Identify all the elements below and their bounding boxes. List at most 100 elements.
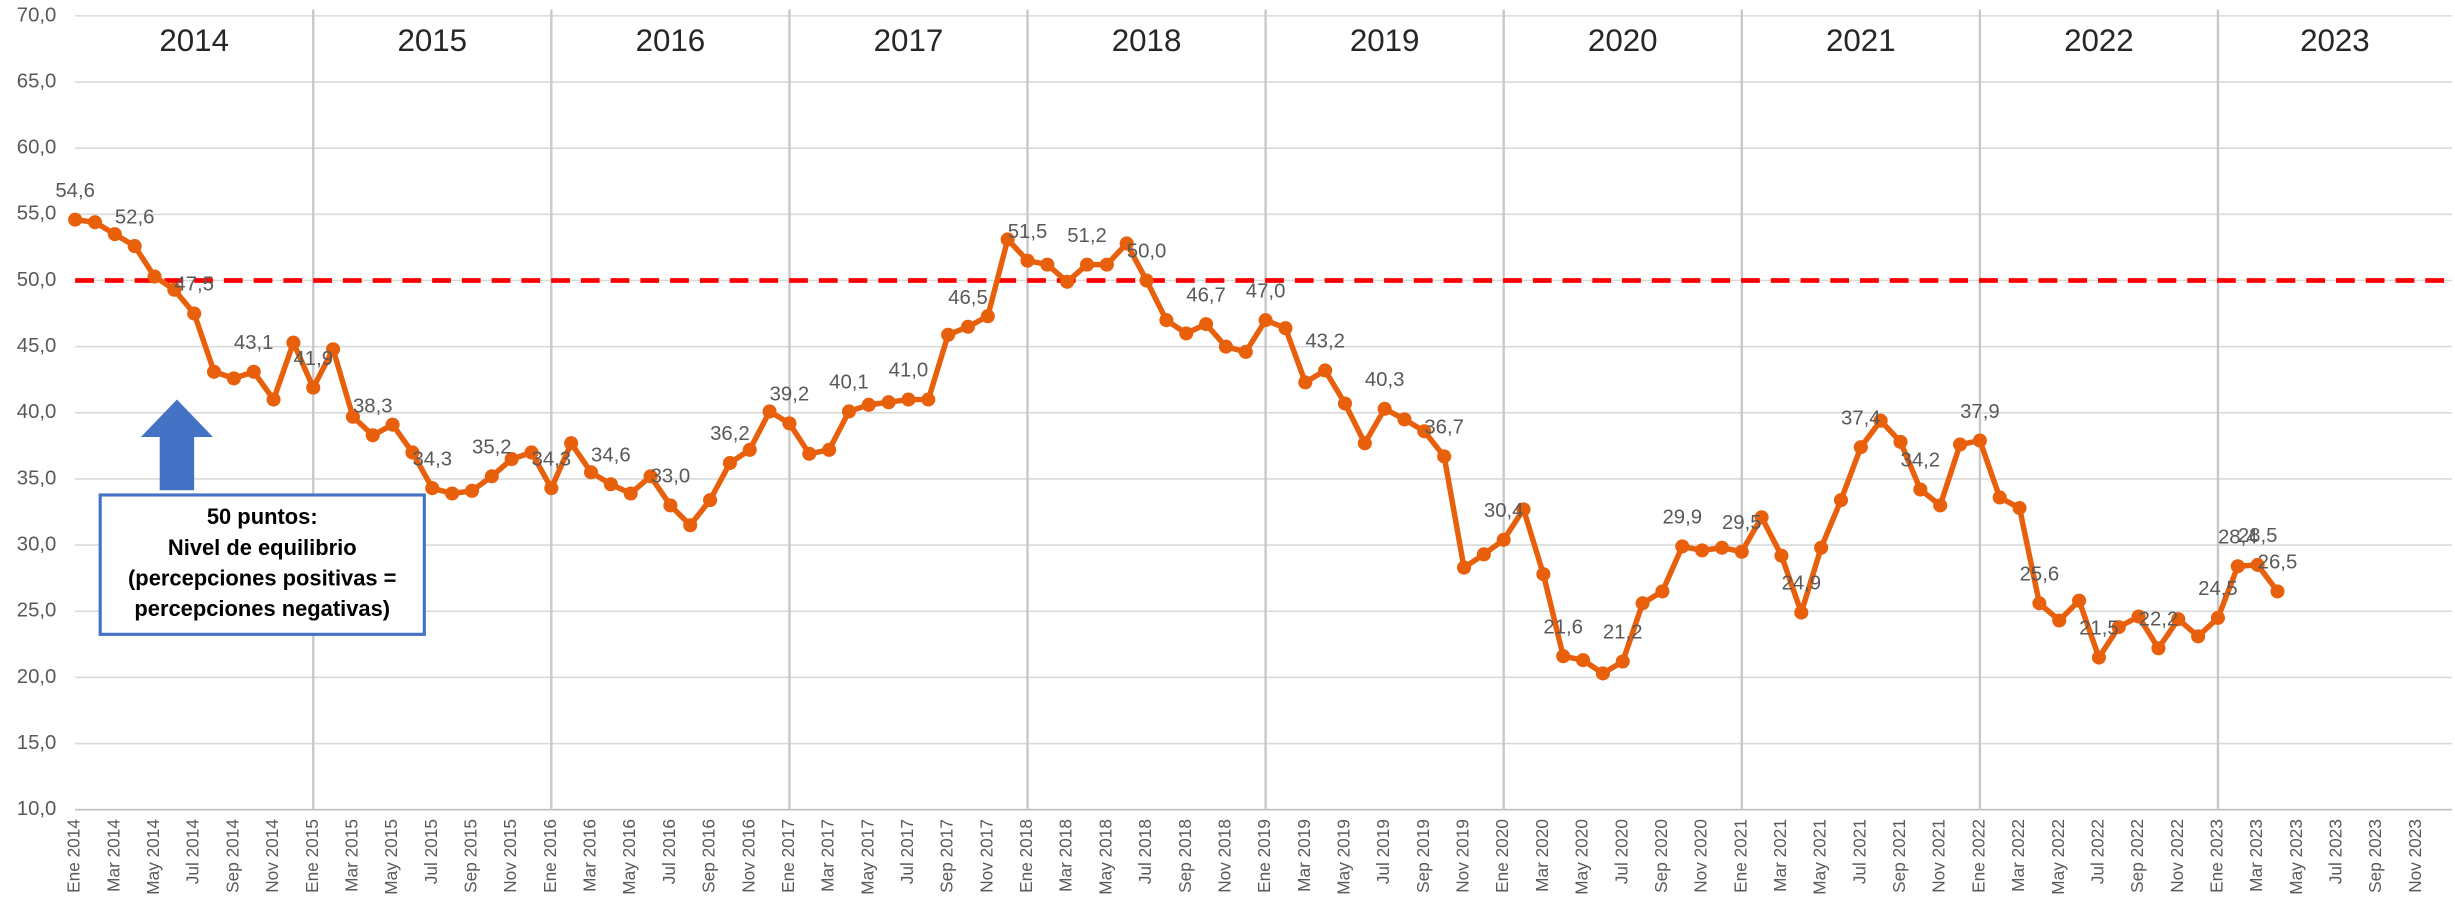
x-tick-label: Ene 2015 xyxy=(302,819,322,893)
point xyxy=(1397,412,1412,427)
point xyxy=(802,446,817,461)
point xyxy=(1595,666,1610,681)
x-tick-label: Jul 2016 xyxy=(659,819,679,884)
x-tick-label: Ene 2014 xyxy=(64,819,84,893)
point xyxy=(1218,339,1233,354)
point xyxy=(107,227,122,242)
y-tick-label: 30,0 xyxy=(17,533,57,555)
point xyxy=(1238,344,1253,359)
y-tick-label: 45,0 xyxy=(17,335,57,357)
point xyxy=(643,469,658,484)
point xyxy=(941,327,956,342)
x-tick-label: Sep 2019 xyxy=(1413,819,1433,893)
point xyxy=(87,215,103,230)
x-tick-label: Ene 2022 xyxy=(1968,819,1988,893)
year-label: 2021 xyxy=(1826,23,1896,58)
point xyxy=(68,212,83,227)
point xyxy=(1099,257,1114,272)
y-tick-label: 65,0 xyxy=(17,70,57,92)
data-label: 54,6 xyxy=(55,180,95,202)
x-tick-label: Ene 2017 xyxy=(778,819,798,893)
point xyxy=(484,469,499,484)
point xyxy=(1318,363,1333,378)
point xyxy=(365,428,380,443)
point xyxy=(1635,596,1650,611)
point xyxy=(2151,641,2166,656)
data-label: 39,2 xyxy=(770,384,810,406)
point xyxy=(2052,613,2067,628)
point xyxy=(703,493,718,508)
point xyxy=(2270,584,2285,599)
point xyxy=(1119,236,1134,251)
data-label: 25,6 xyxy=(2020,563,2060,585)
data-label: 47,0 xyxy=(1246,280,1286,302)
x-tick-label: Jul 2022 xyxy=(2087,819,2107,884)
x-tick-label: Ene 2016 xyxy=(540,819,560,893)
x-tick-label: May 2018 xyxy=(1095,819,1115,895)
point xyxy=(1853,440,1868,455)
x-tick-label: Mar 2019 xyxy=(1294,819,1314,892)
data-label: 51,5 xyxy=(1008,221,1048,243)
year-label: 2023 xyxy=(2300,23,2370,58)
data-label: 41,0 xyxy=(889,360,929,382)
x-tick-label: Nov 2020 xyxy=(1691,819,1711,893)
point xyxy=(1377,401,1392,416)
point xyxy=(1000,232,1015,247)
point xyxy=(861,397,876,412)
x-tick-label: Jul 2017 xyxy=(897,819,917,884)
point xyxy=(1040,257,1055,272)
point xyxy=(187,306,202,321)
point xyxy=(246,364,261,379)
point xyxy=(1873,413,1888,428)
data-label: 37,4 xyxy=(1841,407,1881,429)
data-label: 41,9 xyxy=(293,348,333,370)
data-label: 21,5 xyxy=(2079,618,2119,640)
point xyxy=(1079,257,1095,272)
data-label: 21,6 xyxy=(1543,616,1583,638)
x-tick-label: Jul 2020 xyxy=(1611,819,1631,884)
point xyxy=(841,404,856,419)
point xyxy=(1536,567,1551,582)
y-tick-label: 15,0 xyxy=(17,732,57,754)
point xyxy=(1833,493,1849,508)
grid: 10,0 15,0 20,0 25,0 30,0 35,0 40,0 45,0 50,0 55,0… xyxy=(17,4,2452,895)
point xyxy=(1516,502,1531,517)
x-tick-label: Ene 2018 xyxy=(1016,819,1036,893)
data-label: 43,2 xyxy=(1305,331,1345,353)
x-tick-label: May 2019 xyxy=(1334,819,1354,895)
point xyxy=(405,445,420,460)
data-label: 35,2 xyxy=(472,436,512,458)
point xyxy=(1020,253,1035,268)
point xyxy=(464,483,480,498)
point xyxy=(127,239,142,254)
x-tick-label: Mar 2018 xyxy=(1056,819,1076,892)
point xyxy=(921,392,936,407)
arrow xyxy=(140,399,213,491)
point xyxy=(1337,396,1353,411)
data-label: 46,5 xyxy=(948,287,988,309)
annotation: 50 puntos: Nivel de equilibrio (percepcion… xyxy=(128,504,396,621)
x-tick-label: May 2017 xyxy=(857,819,877,895)
x-tick-label: Mar 2020 xyxy=(1532,819,1552,892)
point xyxy=(742,442,757,457)
x-tick-label: Sep 2016 xyxy=(699,819,719,893)
point xyxy=(1357,436,1372,451)
data-label: 47,5 xyxy=(174,274,214,296)
x-tick-label: Mar 2014 xyxy=(103,819,123,892)
x-tick-label: Nov 2016 xyxy=(738,819,758,893)
point xyxy=(1913,482,1928,497)
data-label: 34,3 xyxy=(412,448,452,470)
point xyxy=(1417,424,1432,439)
x-tick-label: Ene 2020 xyxy=(1492,819,1512,893)
x-tick-label: May 2021 xyxy=(1810,819,1830,895)
point xyxy=(2171,612,2186,627)
point xyxy=(2131,609,2146,624)
point xyxy=(2012,501,2027,516)
x-tick-label: Sep 2014 xyxy=(222,819,242,893)
x-tick-label: Sep 2015 xyxy=(461,819,481,893)
point xyxy=(1556,649,1571,664)
data-label: 28,5 xyxy=(2238,525,2278,547)
point xyxy=(722,456,737,471)
year-label: 2020 xyxy=(1588,23,1658,58)
